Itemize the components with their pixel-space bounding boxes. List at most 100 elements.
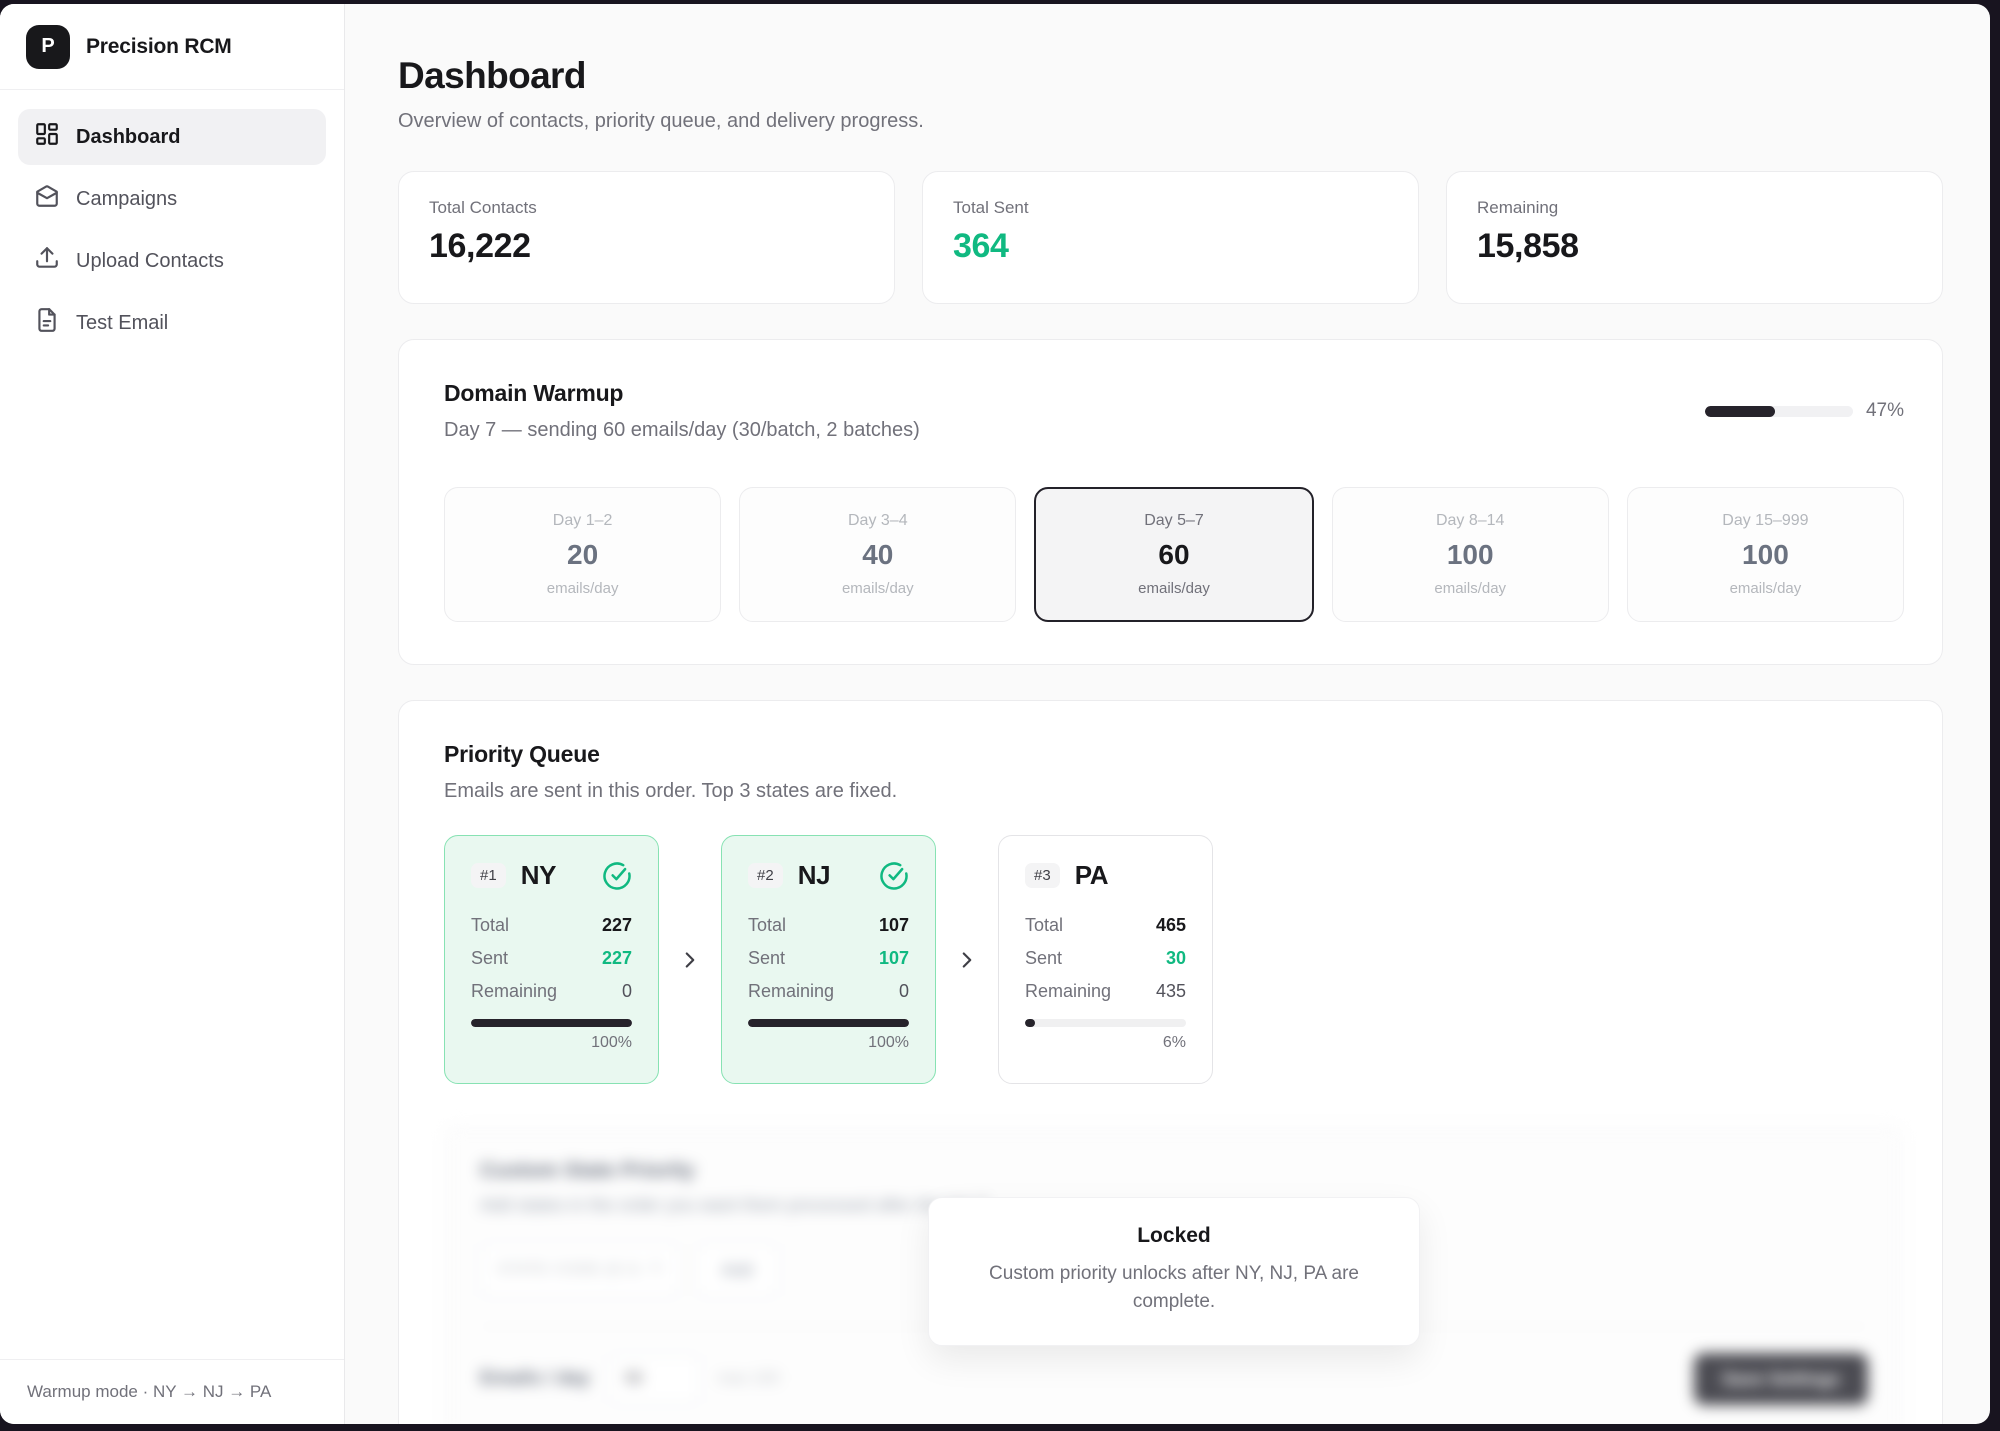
remaining-label: Remaining bbox=[748, 981, 835, 1001]
stage-unit: emails/day bbox=[1138, 580, 1210, 597]
sidebar-item-campaigns[interactable]: Campaigns bbox=[18, 171, 326, 227]
domain-warmup-subtitle: Day 7 — sending 60 emails/day (30/batch,… bbox=[444, 419, 920, 441]
warmup-progress-label: 47% bbox=[1865, 400, 1904, 421]
stage-unit: emails/day bbox=[1434, 580, 1507, 597]
state-code: NJ bbox=[797, 860, 831, 890]
stage-unit: emails/day bbox=[841, 580, 914, 597]
total-label: Total bbox=[471, 915, 510, 935]
remaining-value: 435 bbox=[1155, 981, 1186, 1001]
emails-per-day-label: Emails / day bbox=[480, 1368, 590, 1389]
locked-overlay-message: Custom priority unlocks after NY, NJ, PA… bbox=[989, 1263, 1359, 1312]
priority-queue-title: Priority Queue bbox=[444, 741, 600, 767]
sidebar-nav: Dashboard Campaigns Upload Contacts Test… bbox=[0, 90, 344, 370]
check-circle-icon bbox=[602, 861, 632, 891]
warmup-progress: 47% bbox=[1704, 400, 1904, 422]
stage-value: 60 bbox=[1158, 539, 1190, 570]
stat-card-remaining: Remaining 15,858 bbox=[1446, 171, 1943, 304]
chevron-right-icon bbox=[659, 947, 721, 973]
state-progress-track bbox=[1025, 1019, 1186, 1027]
stage-day-label: Day 5–7 bbox=[1144, 512, 1204, 529]
total-value: 227 bbox=[601, 915, 632, 935]
domain-warmup-panel: Domain Warmup Day 7 — sending 60 emails/… bbox=[398, 339, 1943, 665]
sidebar: P Precision RCM Dashboard Campaigns bbox=[0, 4, 345, 1424]
add-state-button[interactable]: Add bbox=[696, 1244, 779, 1296]
sent-value: 30 bbox=[1165, 948, 1186, 968]
stage-value: 20 bbox=[567, 539, 599, 570]
remaining-label: Remaining bbox=[1025, 981, 1112, 1001]
app-window: P Precision RCM Dashboard Campaigns bbox=[0, 4, 1990, 1424]
state-code: NY bbox=[520, 860, 557, 890]
page-title: Dashboard bbox=[398, 55, 586, 96]
rank-badge: #1 bbox=[471, 863, 506, 888]
brand-logo: P bbox=[26, 24, 70, 69]
total-value: 107 bbox=[878, 915, 909, 935]
warmup-stage-day-15-999[interactable]: Day 15–999 100 emails/day bbox=[1626, 487, 1905, 622]
state-code-input[interactable] bbox=[480, 1244, 680, 1296]
priority-queue-subtitle: Emails are sent in this order. Top 3 sta… bbox=[444, 780, 898, 802]
custom-priority-subtitle: Add states in the order you want them pr… bbox=[480, 1195, 988, 1215]
stat-value: 364 bbox=[953, 227, 1009, 265]
custom-priority-section: Custom State Priority Add states in the … bbox=[444, 1126, 1904, 1424]
warmup-stage-day-3-4[interactable]: Day 3–4 40 emails/day bbox=[739, 487, 1017, 622]
brand: P Precision RCM bbox=[0, 4, 344, 90]
sidebar-item-dashboard[interactable]: Dashboard bbox=[18, 109, 326, 165]
state-progress-track bbox=[471, 1019, 632, 1027]
main-content: Dashboard Overview of contacts, priority… bbox=[345, 4, 1990, 1424]
brand-logo-letter: P bbox=[41, 35, 55, 57]
sent-label: Sent bbox=[748, 948, 786, 968]
state-card-ny: #1 NY Total 227 Sent 227 Remaining 0 100% bbox=[444, 835, 659, 1084]
dashboard-grid-icon bbox=[34, 121, 60, 153]
warmup-progress-fill bbox=[1704, 405, 1775, 417]
sent-label: Sent bbox=[1025, 948, 1063, 968]
rank-badge: #2 bbox=[748, 863, 783, 888]
stage-unit: emails/day bbox=[1729, 580, 1802, 597]
state-progress-track bbox=[748, 1019, 909, 1027]
state-code: PA bbox=[1074, 860, 1109, 890]
domain-warmup-title: Domain Warmup bbox=[444, 380, 624, 406]
stat-label: Total Sent bbox=[953, 198, 1029, 217]
upload-icon bbox=[34, 245, 60, 277]
state-progress-fill bbox=[1025, 1019, 1035, 1027]
stat-card-total-sent: Total Sent 364 bbox=[922, 171, 1419, 304]
state-progress-fill bbox=[471, 1019, 632, 1027]
save-settings-button[interactable]: Save Settings bbox=[1693, 1353, 1868, 1405]
warmup-stage-day-8-14[interactable]: Day 8–14 100 emails/day bbox=[1331, 487, 1609, 622]
emails-per-day-input[interactable] bbox=[607, 1355, 700, 1403]
locked-overlay: Locked Custom priority unlocks after NY,… bbox=[928, 1197, 1420, 1347]
stage-value: 100 bbox=[1742, 539, 1789, 570]
page-subtitle: Overview of contacts, priority queue, an… bbox=[398, 110, 924, 132]
priority-queue-panel: Priority Queue Emails are sent in this o… bbox=[398, 700, 1943, 1424]
warmup-stage-day-1-2[interactable]: Day 1–2 20 emails/day bbox=[444, 487, 722, 622]
total-value: 465 bbox=[1155, 915, 1186, 935]
warmup-mode-status: Warmup mode · NY → NJ → PA bbox=[0, 1359, 344, 1424]
sidebar-item-label: Test Email bbox=[76, 311, 169, 334]
chevron-right-icon bbox=[936, 947, 998, 973]
state-progress-label: 6% bbox=[1162, 1034, 1186, 1051]
state-card-pa: #3 PA Total 465 Sent 30 Remaining 435 6% bbox=[998, 835, 1213, 1084]
sidebar-item-test-email[interactable]: Test Email bbox=[18, 295, 326, 351]
state-card-nj: #2 NJ Total 107 Sent 107 Remaining 0 100% bbox=[721, 835, 936, 1084]
rank-badge: #3 bbox=[1025, 863, 1060, 888]
sidebar-item-label: Dashboard bbox=[76, 125, 181, 148]
stats-row: Total Contacts 16,222 Total Sent 364 Rem… bbox=[398, 171, 1943, 304]
priority-queue-row: #1 NY Total 227 Sent 227 Remaining 0 100% bbox=[444, 835, 1904, 1084]
remaining-value: 0 bbox=[898, 981, 909, 1001]
warmup-progress-track bbox=[1704, 405, 1853, 417]
stat-label: Total Contacts bbox=[429, 198, 537, 217]
sent-value: 107 bbox=[878, 948, 909, 968]
sidebar-item-upload-contacts[interactable]: Upload Contacts bbox=[18, 233, 326, 289]
custom-priority-title: Custom State Priority bbox=[480, 1159, 695, 1182]
document-icon bbox=[34, 307, 60, 339]
stage-value: 100 bbox=[1446, 539, 1494, 570]
envelope-icon bbox=[34, 183, 60, 215]
state-progress-fill bbox=[748, 1019, 909, 1027]
stat-card-total-contacts: Total Contacts 16,222 bbox=[398, 171, 895, 304]
sent-value: 227 bbox=[601, 948, 632, 968]
total-label: Total bbox=[748, 915, 787, 935]
stage-day-label: Day 3–4 bbox=[848, 512, 908, 529]
domain-warmup-header: Domain Warmup Day 7 — sending 60 emails/… bbox=[444, 380, 1904, 442]
brand-name: Precision RCM bbox=[86, 34, 232, 58]
warmup-stage-day-5-7-active[interactable]: Day 5–7 60 emails/day bbox=[1034, 487, 1314, 622]
warmup-stages-row: Day 1–2 20 emails/day Day 3–4 40 emails/… bbox=[444, 487, 1905, 622]
stage-day-label: Day 8–14 bbox=[1435, 512, 1505, 529]
